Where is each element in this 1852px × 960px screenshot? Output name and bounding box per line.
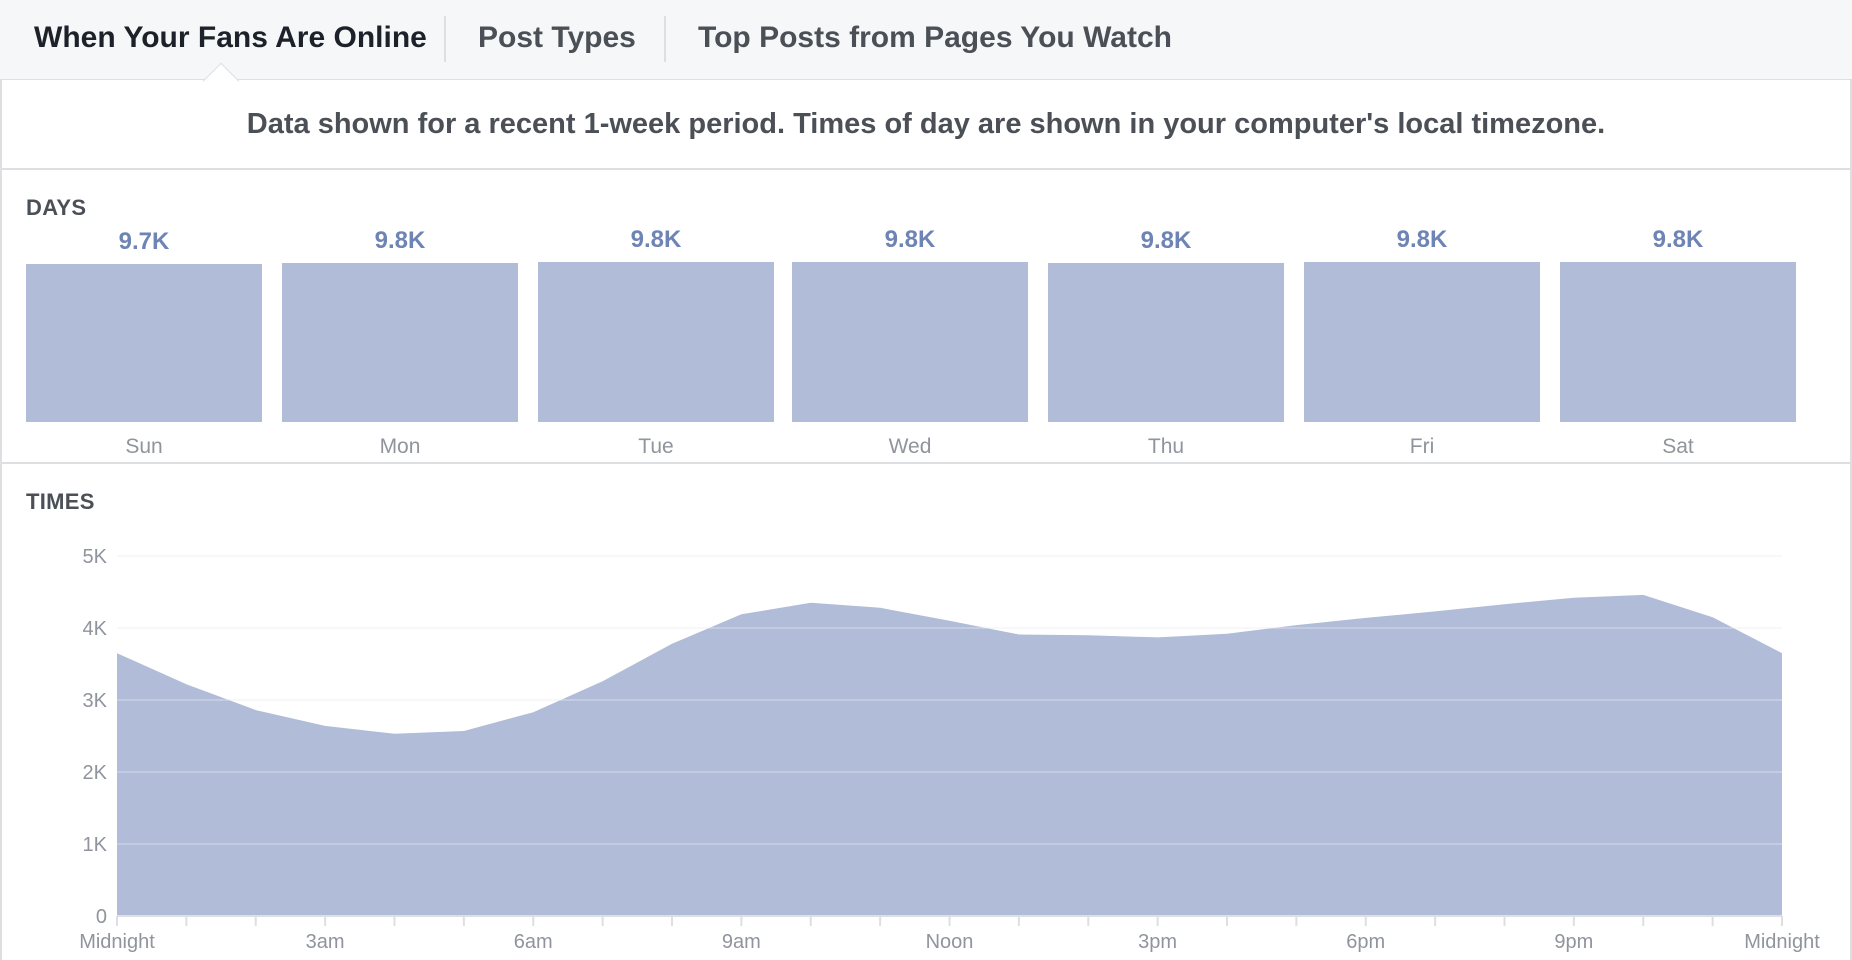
day-value-label: 9.8K <box>1140 227 1192 254</box>
day-bar[interactable] <box>282 263 518 422</box>
day-bar[interactable] <box>792 262 1028 422</box>
y-tick-label: 1K <box>83 834 108 856</box>
day-column-tue: 9.8K Tue <box>538 220 774 460</box>
x-tick-label: 3pm <box>1138 931 1177 953</box>
day-axis-label: Mon <box>379 435 421 458</box>
tab-divider <box>444 16 446 62</box>
y-tick-label: 4K <box>83 618 108 640</box>
day-axis-label: Sun <box>125 435 163 458</box>
x-tick-label: Midnight <box>79 931 155 953</box>
day-value-label: 9.8K <box>884 226 936 253</box>
y-tick-label: 0 <box>96 906 107 928</box>
day-value-label: 9.8K <box>630 226 682 253</box>
day-value-label: 9.7K <box>118 228 170 255</box>
x-tick-label: 9pm <box>1554 931 1593 953</box>
x-tick-label: 9am <box>722 931 761 953</box>
day-bar[interactable] <box>538 262 774 422</box>
section-divider <box>0 462 1852 464</box>
x-tick-label: 6pm <box>1346 931 1385 953</box>
data-period-notice: Data shown for a recent 1-week period. T… <box>0 80 1852 170</box>
day-axis-label: Tue <box>638 435 674 458</box>
times-section-title: TIMES <box>26 489 95 514</box>
day-axis-label: Thu <box>1147 435 1185 458</box>
day-bar[interactable] <box>26 264 262 422</box>
day-bar[interactable] <box>1048 263 1284 422</box>
day-column-sun: 9.7K Sun <box>26 220 262 460</box>
y-tick-label: 2K <box>83 762 108 784</box>
insights-panel <box>0 80 1852 960</box>
day-column-mon: 9.8K Mon <box>282 220 518 460</box>
day-bar[interactable] <box>1560 262 1796 422</box>
day-axis-label: Wed <box>888 435 932 458</box>
day-column-sat: 9.8K Sat <box>1560 220 1796 460</box>
tab-when-fans-online[interactable]: When Your Fans Are Online <box>34 21 427 54</box>
day-axis-label: Sat <box>1662 435 1694 458</box>
day-value-label: 9.8K <box>374 227 426 254</box>
y-tick-label: 3K <box>83 690 108 712</box>
day-value-label: 9.8K <box>1396 226 1448 253</box>
days-section-title: DAYS <box>26 195 87 220</box>
tab-top-posts[interactable]: Top Posts from Pages You Watch <box>698 21 1172 54</box>
day-value-label: 9.8K <box>1652 226 1704 253</box>
tab-divider <box>664 16 666 62</box>
tab-bar: When Your Fans Are Online Post Types Top… <box>0 0 1852 100</box>
tab-post-types[interactable]: Post Types <box>478 21 636 54</box>
x-tick-label: Noon <box>926 931 974 953</box>
day-column-wed: 9.8K Wed <box>792 220 1028 460</box>
day-bar[interactable] <box>1304 262 1540 422</box>
day-axis-label: Fri <box>1409 435 1435 458</box>
day-column-fri: 9.8K Fri <box>1304 220 1540 460</box>
day-column-thu: 9.8K Thu <box>1048 220 1284 460</box>
fans-online-area <box>117 594 1782 916</box>
x-tick-label: 6am <box>514 931 553 953</box>
times-area-chart: 0 1K 2K 3K 4K 5K Midnight 3am 6am 9am Noon 3pm 6pm 9p… <box>79 546 1820 953</box>
y-tick-label: 5K <box>83 546 108 568</box>
x-tick-label: 3am <box>306 931 345 953</box>
x-tick-label: Midnight <box>1744 931 1820 953</box>
